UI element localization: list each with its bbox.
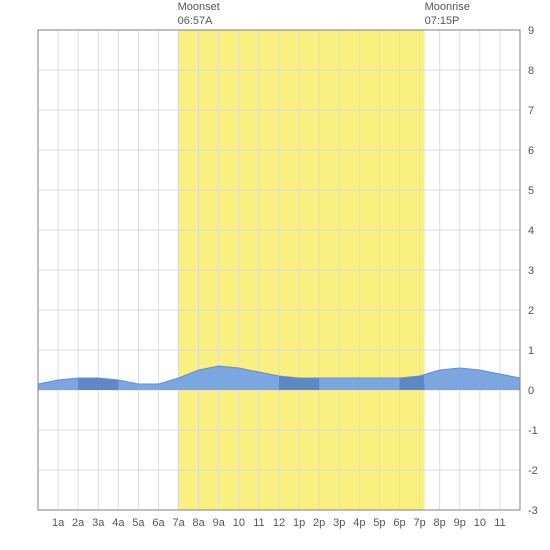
moonset-time: 06:57A: [178, 15, 213, 27]
svg-text:5: 5: [528, 185, 534, 197]
svg-text:7a: 7a: [172, 517, 185, 529]
svg-text:10: 10: [233, 517, 245, 529]
svg-text:3a: 3a: [92, 517, 105, 529]
svg-text:3: 3: [528, 265, 534, 277]
svg-text:8a: 8a: [193, 517, 206, 529]
svg-text:3p: 3p: [333, 517, 345, 529]
moonset-label: Moonset 06:57A: [178, 0, 220, 29]
svg-text:7p: 7p: [413, 517, 425, 529]
svg-text:1a: 1a: [52, 517, 65, 529]
moonrise-label: Moonrise 07:15P: [425, 0, 470, 29]
svg-text:1p: 1p: [293, 517, 305, 529]
moonrise-time: 07:15P: [425, 15, 460, 27]
svg-text:7: 7: [528, 105, 534, 117]
svg-text:5a: 5a: [132, 517, 145, 529]
svg-text:11: 11: [253, 517, 264, 529]
svg-text:-1: -1: [528, 425, 538, 437]
svg-text:6: 6: [528, 145, 534, 157]
svg-text:2p: 2p: [313, 517, 325, 529]
svg-text:4: 4: [528, 225, 534, 237]
svg-text:0: 0: [528, 385, 534, 397]
svg-text:1: 1: [528, 345, 534, 357]
svg-text:11: 11: [494, 517, 505, 529]
moonset-title: Moonset: [178, 1, 220, 13]
moonrise-title: Moonrise: [425, 1, 470, 13]
svg-text:10: 10: [474, 517, 486, 529]
svg-text:-2: -2: [528, 465, 538, 477]
svg-text:9p: 9p: [454, 517, 466, 529]
svg-text:2a: 2a: [72, 517, 85, 529]
chart-svg: 1a2a3a4a5a6a7a8a9a1011121p2p3p4p5p6p7p8p…: [0, 0, 550, 550]
svg-text:6a: 6a: [152, 517, 165, 529]
svg-text:9a: 9a: [213, 517, 226, 529]
svg-text:12: 12: [273, 517, 285, 529]
tide-chart: Moonset 06:57A Moonrise 07:15P 1a 2a 3a 4a 5…: [0, 0, 550, 550]
svg-text:4a: 4a: [112, 517, 125, 529]
svg-text:4p: 4p: [353, 517, 365, 529]
svg-text:-3: -3: [528, 505, 538, 517]
svg-text:9: 9: [528, 25, 534, 37]
svg-text:8p: 8p: [434, 517, 446, 529]
svg-text:6p: 6p: [393, 517, 405, 529]
svg-text:2: 2: [528, 305, 534, 317]
svg-text:5p: 5p: [373, 517, 385, 529]
svg-text:8: 8: [528, 65, 534, 77]
